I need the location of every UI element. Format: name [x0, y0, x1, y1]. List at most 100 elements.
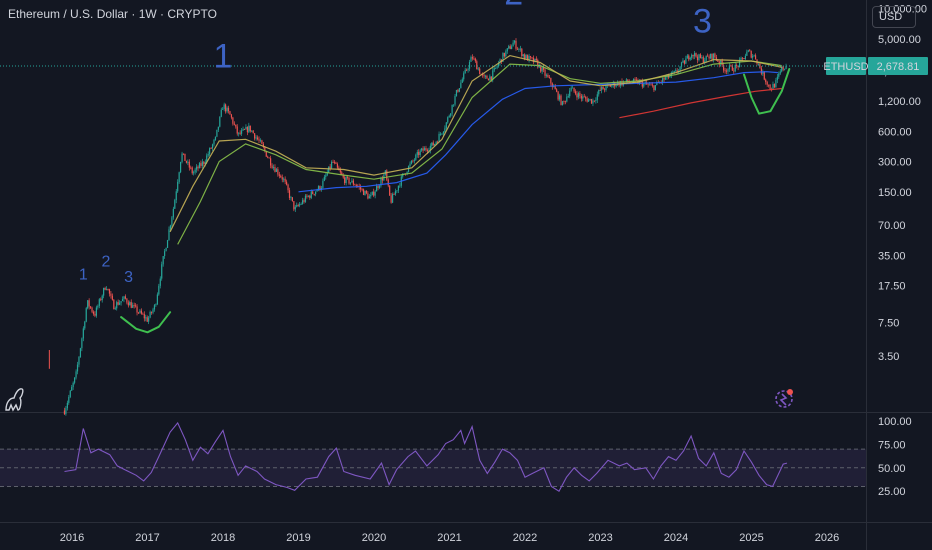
candle-body [159, 278, 161, 286]
candle-body [525, 55, 527, 59]
candle-body [560, 95, 562, 105]
candle-body [725, 70, 728, 72]
candle-body [107, 289, 109, 290]
candle-body [431, 142, 433, 146]
candle-body [399, 185, 401, 187]
time-tick-label: 2016 [60, 532, 84, 544]
candle-body [227, 107, 230, 112]
candle-body [557, 91, 559, 100]
candle-body [380, 178, 382, 186]
candle-body [229, 111, 231, 115]
candle-body [454, 96, 456, 105]
candle-body [688, 55, 690, 60]
candle-body [140, 310, 143, 314]
candle-body [554, 86, 556, 90]
candle-body [448, 115, 450, 118]
replay-icon-dot [787, 389, 793, 395]
candle-body [550, 77, 552, 84]
candle-body [741, 57, 744, 59]
candle-body [187, 161, 189, 163]
candle-body [142, 313, 144, 315]
candle-body [693, 53, 696, 57]
candle-body [599, 90, 601, 91]
candle-body [371, 191, 373, 195]
candle-body [675, 70, 677, 72]
candle-body [281, 177, 283, 180]
time-tick-label: 2018 [211, 532, 235, 544]
candle-body [296, 204, 298, 207]
candle-body [278, 174, 280, 176]
price-tag-text: 2,678.81 [877, 61, 920, 73]
candle-body [71, 387, 73, 391]
candle-body [718, 61, 720, 65]
candle-body [558, 95, 561, 100]
candle-body [457, 90, 459, 92]
candle-body [712, 53, 715, 60]
candle-body [582, 96, 584, 99]
replay-icon[interactable] [775, 389, 793, 408]
candle-body [769, 84, 771, 90]
candle-body [315, 191, 317, 195]
candle-body [139, 310, 141, 313]
candle-body [264, 147, 266, 151]
candle-body [312, 191, 314, 194]
candle-body [206, 155, 208, 163]
candle-body [747, 50, 749, 52]
candle-body [720, 60, 722, 65]
candle-body [89, 306, 92, 308]
candle-body [506, 48, 508, 52]
candle-body [389, 185, 391, 196]
candle-body [267, 156, 269, 158]
candle-body [476, 61, 478, 70]
candle-body [573, 87, 575, 92]
candle-body [184, 153, 186, 161]
candle-body [564, 101, 566, 103]
candle-body [508, 46, 510, 49]
candle-body [373, 191, 375, 196]
candle-body [174, 200, 176, 209]
candle-body [252, 130, 254, 134]
candle-body [730, 65, 732, 67]
price-tick-label: 1,200.00 [878, 96, 921, 108]
candle-body [663, 78, 665, 80]
candle-body [436, 141, 439, 143]
time-tick-label: 2026 [815, 532, 839, 544]
replay-icon-bolt [779, 393, 788, 406]
candle-body [94, 313, 96, 316]
candle-body [129, 302, 131, 306]
candle-body [650, 84, 652, 86]
candle-body [702, 57, 704, 63]
candle-body [78, 356, 80, 365]
candle-body [317, 186, 320, 191]
time-tick-label: 2020 [362, 532, 386, 544]
candle-body [130, 302, 132, 308]
candle-body [214, 136, 217, 140]
candle-body [686, 55, 688, 59]
candle-body [152, 309, 154, 313]
candle-body [145, 317, 147, 319]
candle-body [150, 311, 153, 313]
candle-body [256, 137, 259, 140]
candle-body [168, 229, 170, 241]
candle-body [724, 70, 726, 72]
candle-body [243, 129, 246, 130]
candle-body [762, 71, 764, 74]
candle-body [387, 179, 389, 186]
candle-body [378, 185, 381, 188]
candle-body [272, 167, 275, 168]
candle-body [583, 96, 585, 98]
candle-body [165, 247, 167, 252]
currency-button[interactable]: USD [872, 6, 916, 28]
candle-body [569, 90, 571, 97]
candle-body [300, 203, 302, 205]
candle-body [509, 46, 511, 49]
candle-body [778, 73, 780, 77]
candle-body [213, 139, 215, 145]
candle-body [527, 55, 529, 61]
candle-body [209, 148, 211, 154]
price-tick-label: 150.00 [878, 187, 912, 199]
candle-body [248, 125, 250, 133]
candle-body [191, 167, 193, 174]
candle-body [63, 410, 66, 415]
